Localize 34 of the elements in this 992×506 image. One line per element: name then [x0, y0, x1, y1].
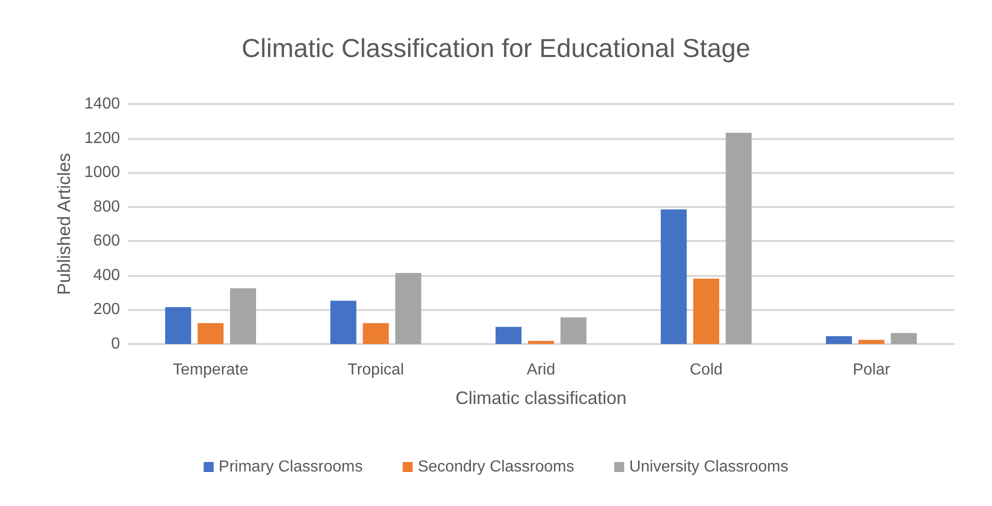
bar [362, 323, 389, 344]
x-tick-label: Cold [690, 362, 723, 378]
bar [858, 340, 884, 344]
bar [693, 278, 720, 344]
x-tick-label: Arid [526, 362, 556, 378]
legend-label: University Classrooms [629, 458, 788, 476]
bar [726, 132, 752, 344]
bar [198, 323, 224, 344]
bar [395, 273, 422, 344]
bar [560, 317, 586, 344]
y-tick-label: 1000 [84, 164, 120, 182]
bar [165, 307, 192, 344]
x-tick-label: Tropical [348, 362, 404, 378]
legend-label: Secondry Classrooms [418, 458, 574, 476]
y-tick-label: 600 [93, 232, 120, 250]
bar [230, 288, 256, 344]
bar [528, 340, 554, 344]
y-axis-title: Published Articles [54, 152, 74, 296]
x-tick-label: Temperate [172, 362, 248, 378]
y-tick-label: 800 [93, 198, 120, 216]
y-tick-label: 400 [93, 266, 120, 284]
y-tick-label: 1400 [84, 96, 120, 112]
x-axis-title: Climatic classification [455, 388, 627, 408]
bar [330, 300, 356, 344]
bar [496, 326, 522, 344]
x-tick-label: Polar [852, 362, 891, 378]
y-tick-label: 1200 [84, 130, 120, 147]
legend-label: Primary Classrooms [218, 458, 363, 476]
bar [826, 336, 852, 344]
chart-title: Climatic Classification for Educational Stage [242, 33, 750, 63]
bar [660, 209, 687, 344]
y-tick-label: 200 [93, 301, 120, 318]
bar [890, 333, 917, 344]
y-tick-label: 0 [111, 336, 120, 352]
